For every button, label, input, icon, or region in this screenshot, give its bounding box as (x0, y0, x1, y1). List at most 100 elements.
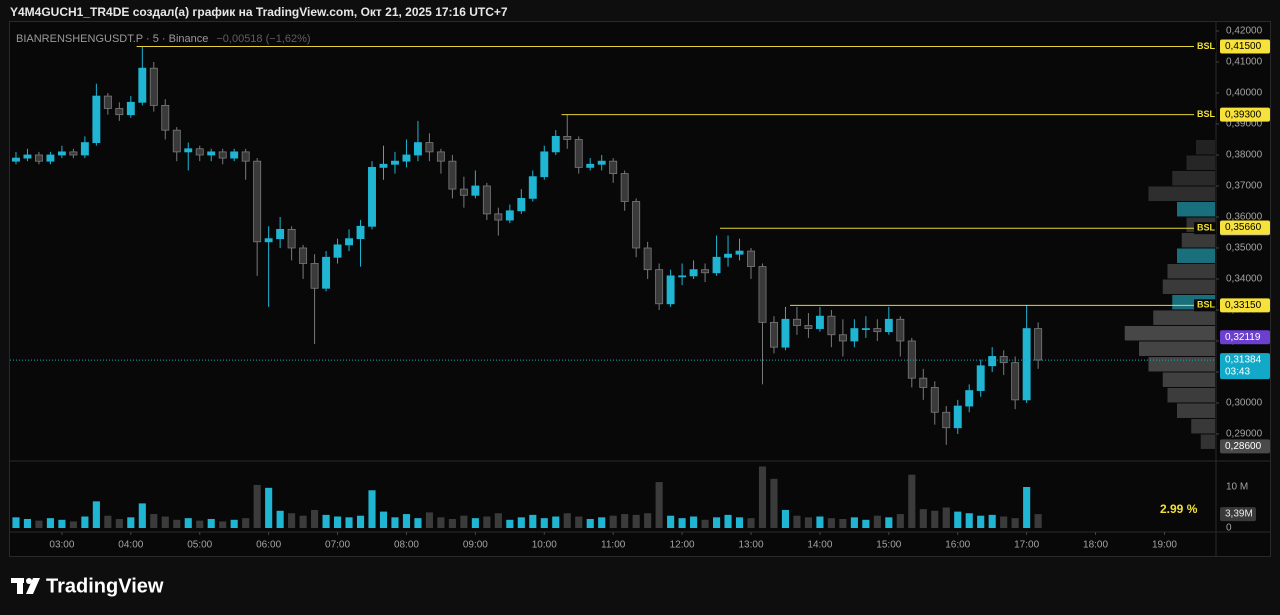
candles (12, 46, 1043, 445)
level-name: BSL (1197, 41, 1216, 51)
volume-bar (1000, 516, 1008, 528)
profile-bar (1177, 201, 1215, 217)
price-marker-label: 0,32119 (1225, 332, 1261, 343)
price-marker-label: 0,28600 (1225, 441, 1262, 452)
volume-bar (115, 518, 123, 528)
last-price-box (1220, 353, 1270, 380)
volume-bar (942, 507, 950, 528)
volume-bar (483, 516, 491, 528)
candle-body (299, 247, 308, 264)
volume-bar (724, 514, 732, 528)
volume-bar (931, 510, 939, 528)
candle-body (23, 154, 32, 159)
level-name: BSL (1197, 109, 1216, 119)
candle-body (747, 250, 755, 267)
y-tick-label: 0,42000 (1226, 26, 1263, 37)
candle-body (1034, 328, 1043, 361)
profile-bar (1162, 372, 1215, 387)
candle-body (368, 166, 376, 227)
candle-body (643, 247, 652, 271)
candle-body (873, 328, 882, 333)
profile-bar (1148, 186, 1215, 201)
volume-bar (414, 518, 422, 528)
candle-body (57, 151, 66, 156)
candle-body (356, 225, 365, 240)
candle-body (436, 151, 445, 162)
change-legend: −0,00518 (−1,62%) (216, 33, 310, 45)
volume-bar (379, 511, 388, 528)
volume-bar (850, 517, 858, 528)
candle-body (505, 210, 514, 221)
x-tick-label: 11:00 (601, 540, 626, 551)
volume-bar (12, 517, 20, 528)
volume-bar (885, 517, 893, 528)
countdown: 03:43 (1225, 367, 1250, 378)
candle-body (907, 340, 916, 379)
volume-bar (46, 518, 54, 528)
profile-bar (1124, 325, 1215, 341)
level-name-bg (1194, 222, 1216, 235)
profile-bar (1172, 170, 1215, 186)
volume-bar (816, 516, 824, 528)
candle-body (815, 315, 824, 329)
volume-bar (804, 517, 812, 528)
candle-body (322, 256, 331, 289)
candle-body (551, 135, 560, 153)
candle-body (345, 238, 353, 246)
candle-body (276, 228, 285, 240)
volume-bar (368, 490, 376, 528)
profile-bar (1181, 232, 1215, 248)
volume-bar (873, 515, 881, 528)
candle-body (172, 129, 181, 153)
candle-body (850, 328, 859, 342)
volume-bar (265, 487, 273, 528)
volume-bar (988, 514, 996, 528)
profile-bar (1191, 418, 1215, 434)
candle-body (712, 256, 721, 274)
candle-body (965, 390, 974, 407)
profile-bar (1196, 139, 1215, 155)
candle-body (792, 318, 801, 326)
volume-bar (219, 521, 227, 528)
x-tick-label: 14:00 (807, 540, 832, 551)
candle-body (701, 269, 710, 274)
level-price-box (1220, 107, 1270, 122)
x-tick-label: 05:00 (187, 540, 212, 551)
candle-body (207, 151, 216, 156)
x-tick-label: 04:00 (118, 540, 143, 551)
volume-bar (563, 513, 571, 528)
volume-bar (540, 518, 548, 528)
candle-body (402, 154, 411, 162)
candle-body (597, 160, 606, 165)
volume-bar (196, 520, 204, 528)
volume-bar (667, 515, 675, 528)
candle-body (724, 253, 732, 258)
candle-body (115, 108, 124, 116)
volume-bar (460, 515, 468, 528)
candle-body (517, 197, 526, 212)
candle-body (126, 101, 135, 116)
volume-bar (908, 474, 916, 528)
candle-body (609, 160, 618, 174)
chart-frame (9, 21, 1271, 557)
candle-body (46, 154, 55, 162)
y-tick-label: 0,30000 (1226, 398, 1263, 409)
profile-bar (1167, 387, 1215, 403)
axes: 0,42000 0,41000 0,40000 0,39000 0,38000 0,370… (49, 26, 1270, 551)
candle-body (69, 151, 78, 156)
profile-bar (1167, 263, 1215, 279)
annotation: 2.99 % (1160, 502, 1198, 516)
level-name-bg (1194, 299, 1216, 312)
profile-bar (1153, 310, 1215, 325)
volume-bar (402, 514, 411, 528)
candle-body (735, 250, 744, 255)
volume-bar (644, 513, 652, 528)
volume-bar (862, 519, 870, 528)
candle-body (482, 185, 491, 215)
candle-body (528, 176, 537, 199)
level-price-label: 0,41500 (1225, 41, 1262, 52)
candle-body (80, 142, 89, 156)
y-tick-label: 0,34000 (1226, 274, 1263, 285)
volume-bar (655, 482, 663, 528)
